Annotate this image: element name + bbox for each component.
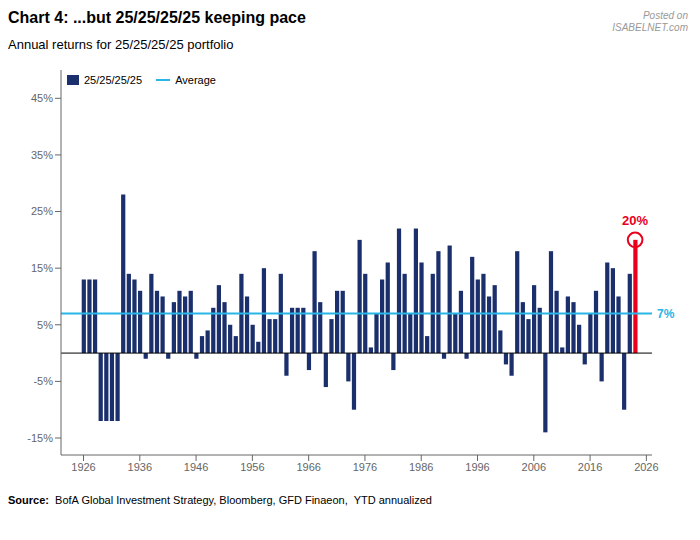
svg-text:1926: 1926 [71, 461, 95, 473]
svg-text:1936: 1936 [128, 461, 152, 473]
svg-text:1976: 1976 [353, 461, 377, 473]
svg-text:15%: 15% [31, 262, 53, 274]
svg-text:2026: 2026 [634, 461, 658, 473]
svg-text:-15%: -15% [27, 432, 53, 444]
svg-text:1996: 1996 [465, 461, 489, 473]
svg-text:25%: 25% [31, 205, 53, 217]
svg-text:1956: 1956 [240, 461, 264, 473]
html-text:Posted on ISABELNET.com: Posted on ISABELNET.com [612, 10, 688, 33]
svg-text:7%: 7% [657, 307, 675, 321]
svg-text:-5%: -5% [33, 375, 53, 387]
html-text:25/25/25/25: 25/25/25/25 [84, 74, 143, 86]
svg-text:1966: 1966 [296, 461, 320, 473]
svg-text:5%: 5% [37, 319, 53, 331]
svg-text:35%: 35% [31, 149, 53, 161]
svg-text:1986: 1986 [409, 461, 433, 473]
svg-text:1946: 1946 [184, 461, 208, 473]
html-text:Chart 4: ...but 25/25/25/25 ke: Chart 4: ...but 25/25/25/25 keeping pace [8, 9, 306, 26]
svg-text:45%: 45% [31, 92, 53, 104]
svg-text:2006: 2006 [522, 461, 546, 473]
svg-text:20%: 20% [622, 213, 648, 228]
html-text:Average: Average [175, 74, 216, 86]
html-text:Annual returns for 25/25/25/25: Annual returns for 25/25/25/25 portfolio [8, 37, 234, 52]
svg-text:2016: 2016 [578, 461, 602, 473]
html-text:Source: BofA Global Investment: Source: BofA Global Investment Strategy,… [8, 494, 432, 506]
